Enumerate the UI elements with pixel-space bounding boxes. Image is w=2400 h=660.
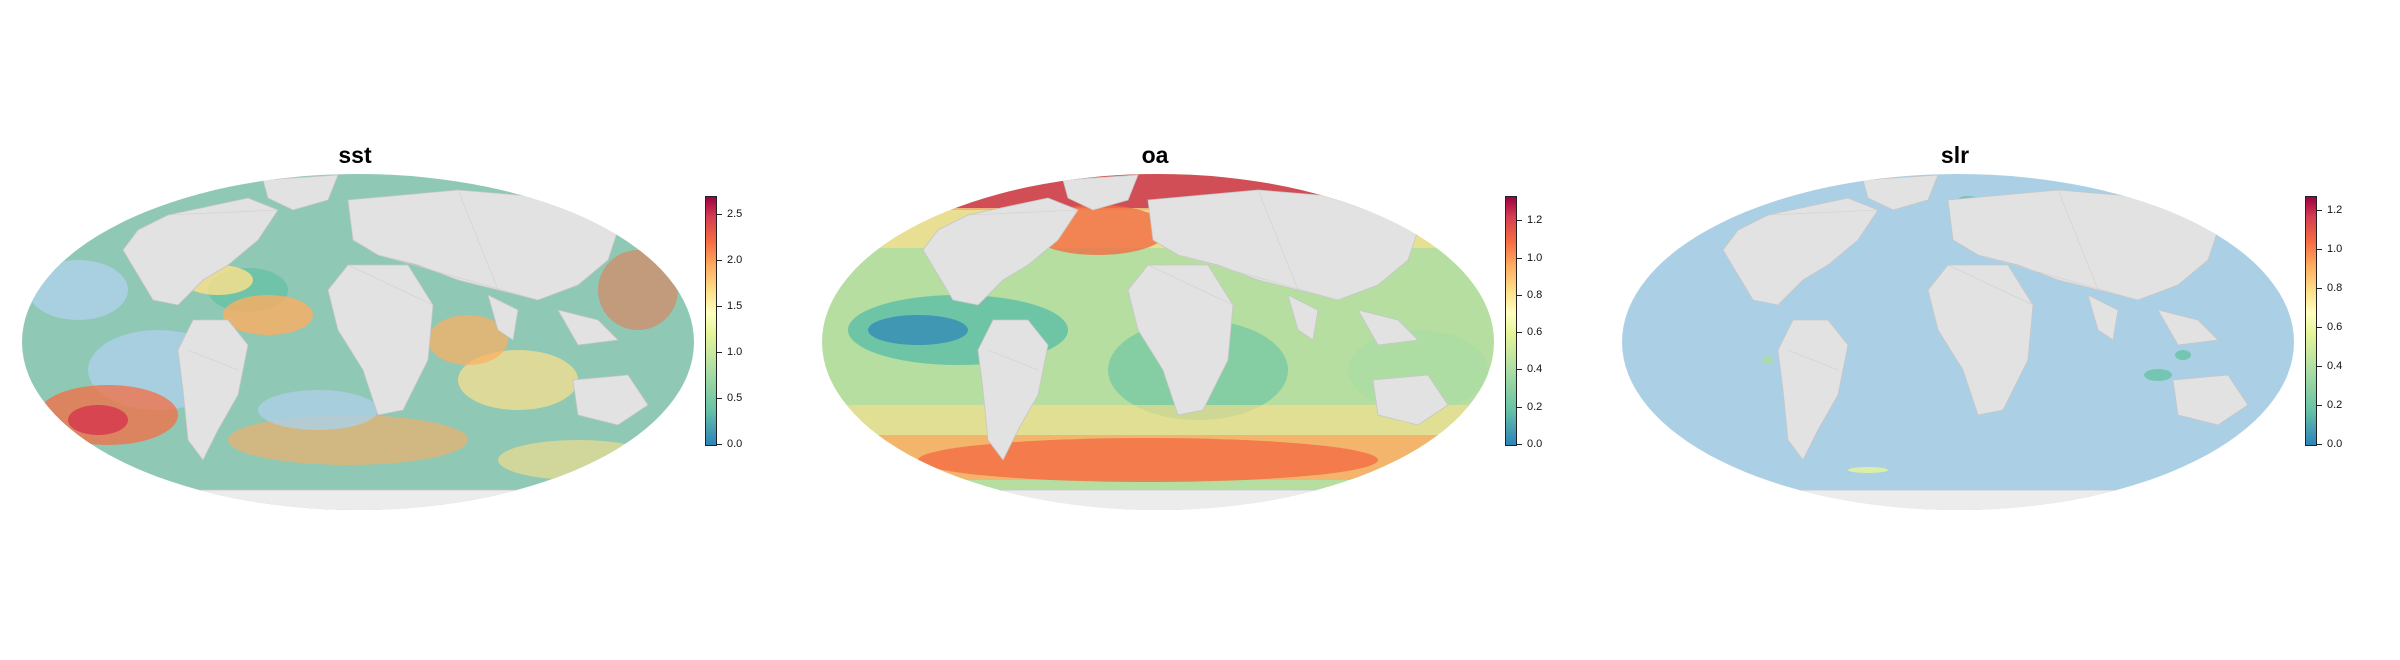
continent-shape — [327, 264, 434, 416]
legend-tick-label: 0.5 — [727, 392, 743, 405]
map-title: sst — [338, 142, 372, 168]
continent-shape — [177, 319, 249, 461]
continent-shape — [1127, 264, 1234, 416]
colorbar — [1505, 196, 1517, 446]
map-panel-oa: oa 0.0 0.2 0.4 0.6 0.8 1.0 1.2 — [800, 0, 1600, 660]
legend-tick-label: 0.6 — [2327, 320, 2343, 333]
continent-shape — [122, 197, 279, 306]
antarctica-shape — [157, 489, 559, 510]
legend-tick-label: 1.2 — [2327, 203, 2343, 216]
legend-tick-label: 1.5 — [727, 300, 743, 313]
country-border — [1767, 209, 1879, 216]
legend-tick — [2316, 404, 2322, 406]
legend-tick — [716, 214, 722, 216]
map-title: oa — [1141, 142, 1169, 168]
continent-shape — [2087, 294, 2119, 341]
country-border — [377, 254, 539, 301]
color-legend-oa: 0.0 0.2 0.4 0.6 0.8 1.0 1.2 — [1505, 196, 1595, 450]
country-border — [1947, 264, 2034, 306]
continents-oa — [922, 174, 1449, 510]
legend-tick — [2316, 365, 2322, 367]
legend-tick-label: 0.4 — [2327, 359, 2343, 372]
legend-tick-label: 0.4 — [1527, 363, 1543, 376]
continent-shape — [922, 197, 1079, 306]
world-map-sst — [22, 174, 694, 510]
legend-tick-label: 0.8 — [2327, 281, 2343, 294]
antarctica-shape — [1757, 489, 2159, 510]
continent-shape — [572, 374, 649, 426]
legend-tick — [716, 444, 722, 445]
legend-tick — [1516, 444, 1522, 445]
country-border — [1787, 349, 1839, 371]
continent-shape — [2157, 309, 2219, 346]
legend-tick — [2316, 248, 2322, 250]
heat-patches-slr — [1762, 196, 2191, 473]
legend-tick-label: 0.0 — [2327, 438, 2343, 450]
continent-shape — [1862, 174, 1939, 211]
country-border — [1257, 189, 1299, 291]
continent-shape — [1062, 174, 1139, 211]
legend-tick-label: 0.2 — [1527, 400, 1543, 413]
continent-shape — [1927, 264, 2034, 416]
country-border — [2057, 189, 2099, 291]
legend-tick-label: 0.0 — [1527, 438, 1543, 450]
continent-shape — [487, 294, 519, 341]
legend-tick — [716, 352, 722, 354]
legend-tick-label: 0.8 — [1527, 288, 1543, 301]
legend-tick — [716, 398, 722, 400]
legend-tick-label: 0.0 — [727, 438, 743, 450]
color-legend-sst: 0.0 0.5 1.0 1.5 2.0 2.5 — [705, 196, 795, 450]
legend-tick — [2316, 209, 2322, 211]
map-title: slr — [1940, 142, 1970, 168]
legend-tick — [1516, 257, 1522, 259]
continent-shape — [1357, 309, 1419, 346]
country-border — [1177, 254, 1339, 301]
country-border — [1977, 254, 2139, 301]
legend-tick-label: 0.2 — [2327, 398, 2343, 411]
legend-tick — [1516, 406, 1522, 408]
country-border — [347, 264, 434, 306]
legend-tick — [2316, 287, 2322, 289]
legend-tick — [716, 306, 722, 308]
world-map-oa — [822, 174, 1494, 510]
world-map-slr — [1622, 174, 2294, 510]
legend-tick-label: 2.5 — [727, 208, 743, 221]
legend-tick — [1516, 332, 1522, 334]
continent-shape — [557, 309, 619, 346]
country-border — [167, 209, 279, 216]
continent-shape — [1777, 319, 1849, 461]
antarctica-shape — [957, 489, 1359, 510]
continents-sst — [122, 174, 649, 510]
continents-slr — [1722, 174, 2249, 510]
legend-tick-label: 0.6 — [1527, 326, 1543, 339]
legend-tick — [1516, 369, 1522, 371]
legend-tick-label: 1.0 — [727, 346, 743, 359]
legend-tick — [2316, 326, 2322, 328]
legend-tick — [716, 260, 722, 262]
country-border — [987, 349, 1039, 371]
legend-tick-label: 2.0 — [727, 254, 743, 267]
continent-shape — [1372, 374, 1449, 426]
country-border — [967, 209, 1079, 216]
continent-shape — [1287, 294, 1319, 341]
continent-shape — [1722, 197, 1879, 306]
continent-shape — [977, 319, 1049, 461]
heat-patches-sst — [28, 250, 678, 480]
legend-tick-label: 1.0 — [2327, 242, 2343, 255]
legend-tick — [1516, 294, 1522, 296]
continent-shape — [262, 174, 339, 211]
country-border — [187, 349, 239, 371]
map-panel-sst: sst 0.0 0.5 1.0 1 — [0, 0, 800, 660]
country-border — [1147, 264, 1234, 306]
legend-tick — [1516, 220, 1522, 222]
continent-shape — [2172, 374, 2249, 426]
legend-tick — [2316, 444, 2322, 445]
color-legend-slr: 0.0 0.2 0.4 0.6 0.8 1.0 1.2 — [2305, 196, 2395, 450]
country-border — [457, 189, 499, 291]
legend-tick-label: 1.2 — [1527, 214, 1543, 227]
map-panel-slr: slr 0.0 0.2 0.4 0.6 0.8 1.0 1.2 — [1600, 0, 2400, 660]
colorbar — [2305, 196, 2317, 446]
legend-tick-label: 1.0 — [1527, 251, 1543, 264]
colorbar — [705, 196, 717, 446]
